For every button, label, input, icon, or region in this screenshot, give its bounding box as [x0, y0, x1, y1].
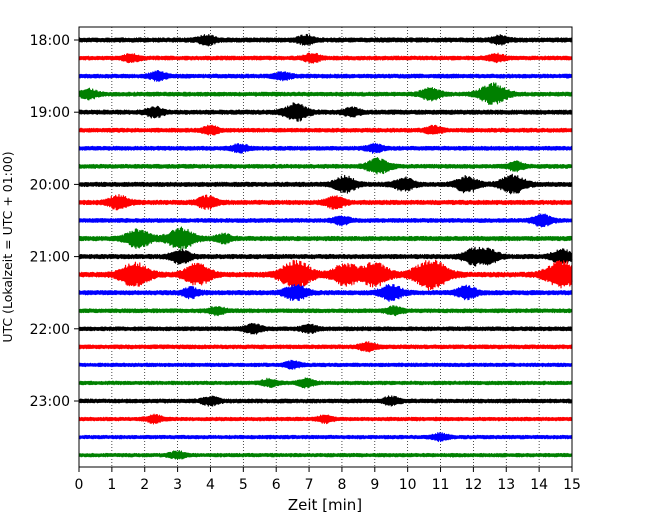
trace-2345 [78, 450, 573, 460]
y-axis: 18:00 19:00 20:00 21:00 22:00 23:00 [30, 33, 79, 410]
plot-frame [78, 26, 573, 468]
trace-1815 [78, 52, 573, 64]
trace-1945 [78, 157, 573, 175]
x-tick-label: 1 [107, 477, 116, 493]
trace-1915 [78, 124, 573, 136]
trace-1845 [78, 82, 573, 105]
trace-2245 [78, 377, 573, 389]
x-tick-label: 6 [272, 477, 281, 493]
trace-2015 [78, 193, 573, 211]
trace-2230 [78, 359, 573, 370]
y-axis-label: UTC (Lokalzeit = UTC + 01:00) [0, 151, 15, 342]
trace-2100 [78, 246, 573, 267]
trace-2115 [78, 259, 573, 291]
x-axis: 0 1 2 3 4 5 6 7 8 9 10 11 12 13 14 15 [75, 467, 581, 493]
trace-1800 [78, 33, 573, 47]
x-tick-label: 2 [140, 477, 149, 493]
trace-2045 [78, 226, 573, 251]
trace-1930 [78, 142, 573, 154]
y-tick-label: 23:00 [30, 394, 70, 410]
trace-2300 [78, 395, 573, 407]
seismic-traces [78, 33, 573, 460]
y-tick-label: 21:00 [30, 250, 70, 266]
x-tick-label: 11 [432, 477, 450, 493]
y-tick-label: 18:00 [30, 33, 70, 49]
x-tick-label: 4 [206, 477, 215, 493]
trace-2145 [78, 305, 573, 317]
x-tick-label: 15 [563, 477, 581, 493]
x-tick-label: 5 [239, 477, 248, 493]
x-tick-label: 14 [530, 477, 548, 493]
trace-2315 [78, 413, 573, 425]
y-tick-label: 22:00 [30, 322, 70, 338]
trace-2215 [78, 341, 573, 353]
trace-2130 [78, 283, 573, 302]
x-tick-label: 0 [75, 477, 84, 493]
trace-2200 [78, 322, 573, 335]
y-tick-label: 20:00 [30, 177, 70, 193]
x-tick-label: 13 [497, 477, 515, 493]
y-tick-label: 19:00 [30, 105, 70, 121]
x-tick-label: 3 [173, 477, 182, 493]
trace-2330 [78, 431, 573, 443]
trace-2030 [78, 213, 573, 228]
grid-lines [111, 27, 540, 467]
x-tick-label: 9 [370, 477, 379, 493]
trace-1830 [78, 70, 573, 83]
trace-2000 [78, 173, 573, 195]
x-tick-label: 8 [337, 477, 346, 493]
x-axis-label: Zeit [min] [288, 496, 362, 514]
x-tick-label: 10 [399, 477, 417, 493]
x-tick-label: 12 [464, 477, 482, 493]
trace-1900 [78, 102, 573, 122]
x-tick-label: 7 [305, 477, 314, 493]
